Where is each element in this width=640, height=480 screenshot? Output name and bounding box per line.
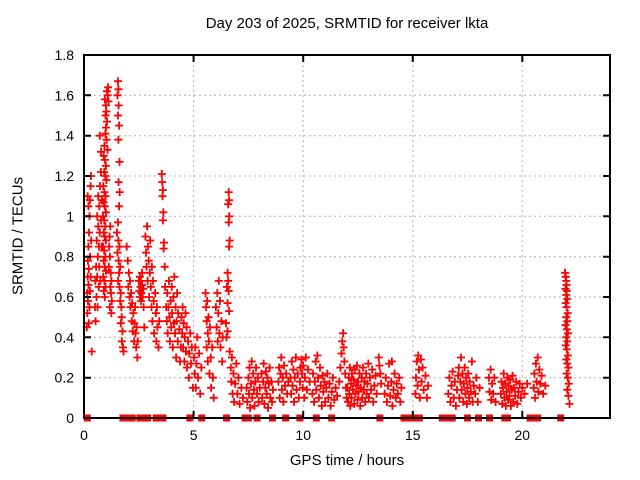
svg-text:0: 0 <box>80 427 88 443</box>
svg-text:0.6: 0.6 <box>55 289 75 305</box>
svg-text:1.6: 1.6 <box>55 87 75 103</box>
y-tick-labels: 0 0.2 0.4 0.6 0.8 1 1.2 1.4 1.6 1.8 <box>55 47 75 426</box>
svg-text:5: 5 <box>190 427 198 443</box>
svg-text:20: 20 <box>515 427 531 443</box>
svg-text:1.8: 1.8 <box>55 47 75 63</box>
scatter-points-plus <box>82 77 574 412</box>
svg-text:1.2: 1.2 <box>55 168 75 184</box>
svg-text:0.4: 0.4 <box>55 329 75 345</box>
axis-ticks <box>83 54 610 419</box>
svg-text:10: 10 <box>295 427 311 443</box>
x-tick-labels: 0 5 10 15 20 <box>80 427 530 443</box>
x-axis-label: GPS time / hours <box>289 452 405 469</box>
grid-lines <box>84 55 610 418</box>
plot-border <box>83 54 611 419</box>
svg-text:0.8: 0.8 <box>55 249 75 265</box>
svg-text:15: 15 <box>405 427 421 443</box>
chart-title: Day 203 of 2025, SRMTID for receiver lkt… <box>205 15 489 32</box>
svg-text:0: 0 <box>66 410 74 426</box>
svg-text:0.2: 0.2 <box>55 370 75 386</box>
svg-text:1: 1 <box>66 208 74 224</box>
svg-text:1.4: 1.4 <box>55 128 75 144</box>
